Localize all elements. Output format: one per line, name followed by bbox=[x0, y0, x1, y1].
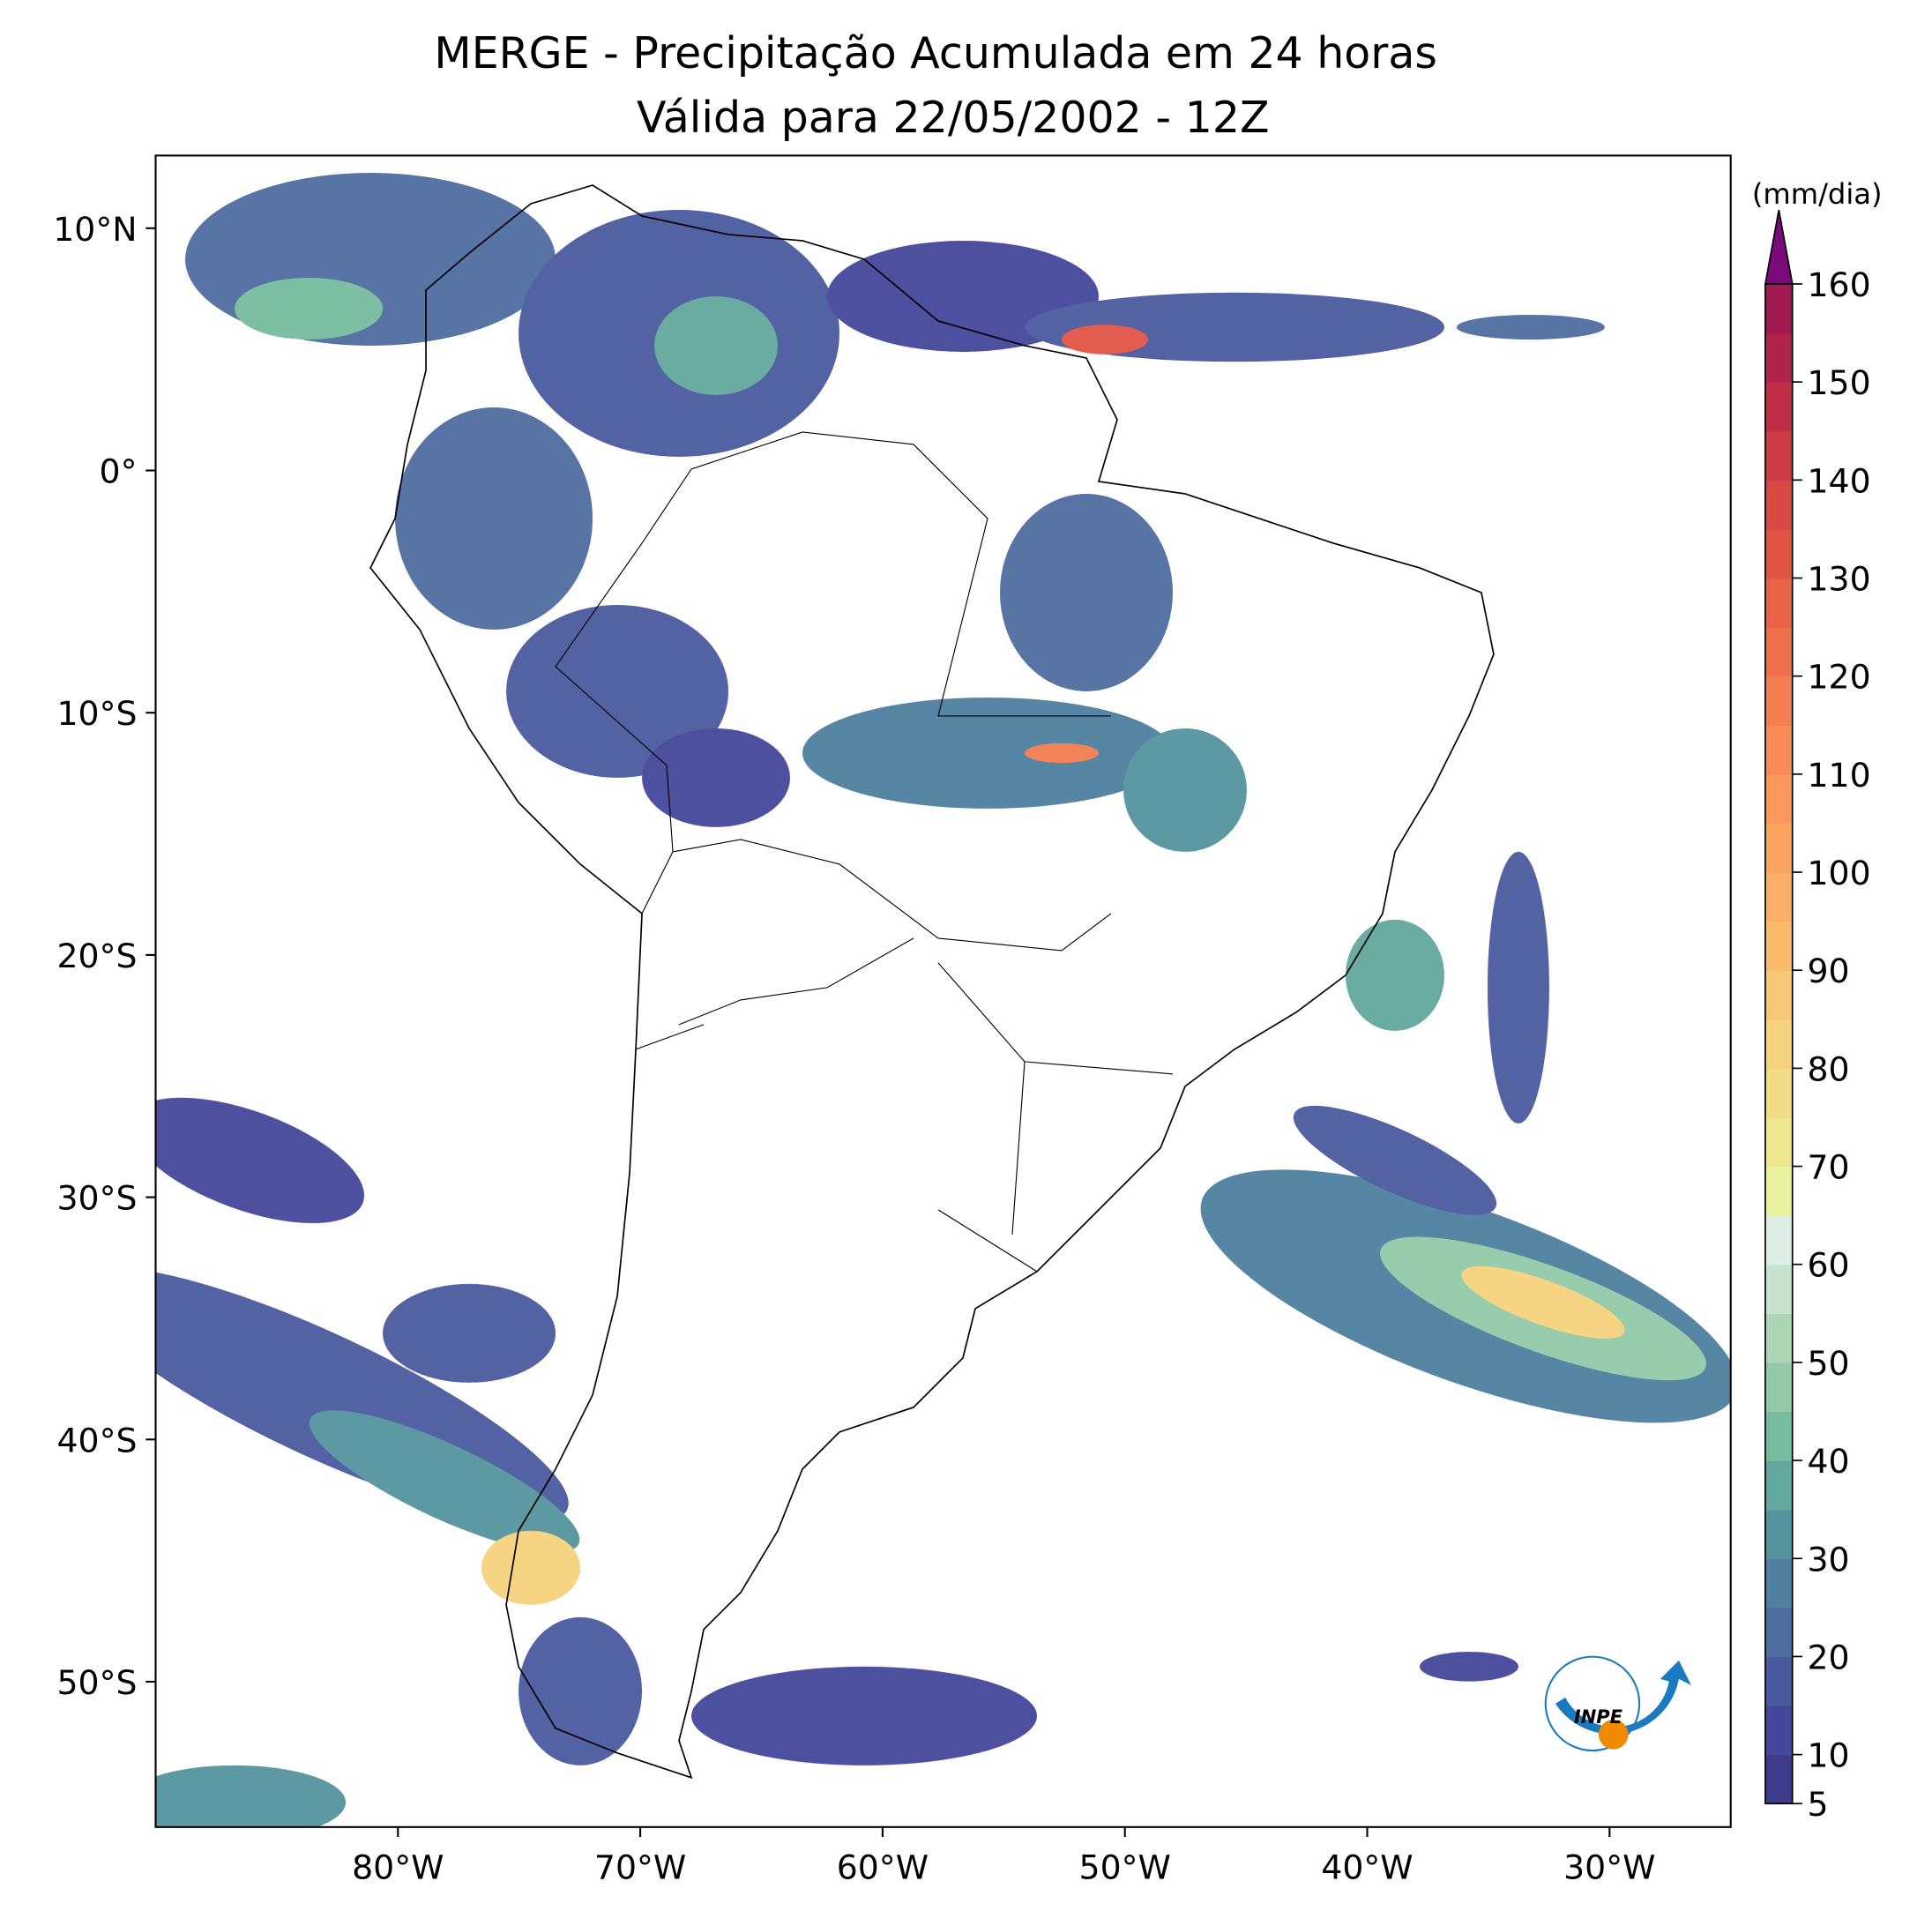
colorbar-band bbox=[1764, 970, 1793, 1020]
colorbar-tick-label: 80 bbox=[1808, 1049, 1850, 1088]
y-tick-label: 40°S bbox=[57, 1421, 138, 1459]
borders bbox=[555, 431, 1174, 1273]
x-tick-label: 40°W bbox=[1321, 1848, 1413, 1887]
colorbar-band bbox=[1764, 1362, 1793, 1413]
precipitation bbox=[155, 172, 1731, 1827]
colorbar-band bbox=[1764, 773, 1793, 825]
colorbar-tick-label: 10 bbox=[1808, 1736, 1850, 1775]
colorbar-band bbox=[1764, 1706, 1793, 1756]
colorbar-band bbox=[1764, 1411, 1793, 1461]
colorbar-band bbox=[1764, 1754, 1793, 1804]
colorbar-band bbox=[1764, 1607, 1793, 1658]
colorbar-band bbox=[1764, 528, 1793, 579]
colorbar-band bbox=[1764, 332, 1793, 383]
colorbar-band bbox=[1764, 1019, 1793, 1070]
colorbar-band bbox=[1764, 676, 1793, 726]
colorbar-band bbox=[1764, 823, 1793, 873]
colorbar-extend bbox=[1764, 209, 1794, 285]
map-area bbox=[155, 172, 1731, 1827]
x-tick-label: 70°W bbox=[594, 1848, 686, 1887]
colorbar-frame bbox=[1764, 283, 1794, 1805]
subtitle: Válida para 22/05/2002 - 12Z bbox=[637, 93, 1270, 143]
colorbar-tick-label: 40 bbox=[1808, 1442, 1850, 1481]
colorbar-band bbox=[1764, 283, 1793, 334]
colorbar-tick-label: 50 bbox=[1808, 1344, 1850, 1383]
colorbar-band bbox=[1764, 921, 1793, 971]
y-tick-label: 10°S bbox=[57, 694, 138, 733]
colorbar-band bbox=[1764, 1166, 1793, 1216]
map-frame bbox=[154, 154, 1732, 1828]
colorbar-tick-label: 20 bbox=[1808, 1638, 1850, 1676]
x-tick-label: 80°W bbox=[352, 1848, 444, 1887]
y-tick-label: 50°S bbox=[57, 1663, 138, 1702]
colorbar-band bbox=[1764, 1215, 1793, 1265]
colorbar-tick-label: 130 bbox=[1808, 559, 1871, 598]
colorbar-tick-label: 60 bbox=[1808, 1246, 1850, 1285]
colorbar-band bbox=[1764, 480, 1793, 530]
colorbar-band bbox=[1764, 1509, 1793, 1559]
logo: INPE bbox=[1544, 1655, 1691, 1752]
colorbar-tick-label: 100 bbox=[1808, 854, 1871, 892]
colorbar-tick-label: 160 bbox=[1808, 265, 1871, 304]
colorbar-band bbox=[1764, 1558, 1793, 1609]
y-tick-label: 10°N bbox=[53, 210, 137, 249]
colorbar-band bbox=[1764, 1460, 1793, 1511]
colorbar-tick-label: 70 bbox=[1808, 1148, 1850, 1187]
logo-text: INPE bbox=[1574, 1706, 1623, 1728]
colorbar-tick-label: 110 bbox=[1808, 756, 1871, 795]
x-tick-label: 60°W bbox=[837, 1848, 929, 1887]
colorbar-band bbox=[1764, 1068, 1793, 1118]
x-tick-label: 50°W bbox=[1079, 1848, 1171, 1887]
colorbar-label: (mm/dia) bbox=[1752, 177, 1883, 211]
y-tick-label: 0° bbox=[100, 452, 138, 490]
colorbar-tick-label: 120 bbox=[1808, 658, 1871, 697]
x-tick-label: 30°W bbox=[1563, 1848, 1655, 1887]
y-tick-label: 20°S bbox=[57, 937, 138, 975]
y-tick-label: 30°S bbox=[57, 1179, 138, 1218]
colorbar-band bbox=[1764, 382, 1793, 432]
colorbar-tick-label: 90 bbox=[1808, 952, 1850, 990]
colorbar-band bbox=[1764, 578, 1793, 628]
colorbar-tick-label: 140 bbox=[1808, 461, 1871, 500]
colorbar-band bbox=[1764, 725, 1793, 775]
colorbar-band bbox=[1764, 430, 1793, 481]
colorbar-tick-label: 30 bbox=[1808, 1540, 1850, 1579]
colorbar-band bbox=[1764, 1264, 1793, 1315]
coastline bbox=[369, 184, 1495, 1780]
colorbar-band bbox=[1764, 1116, 1793, 1168]
colorbar-band bbox=[1764, 872, 1793, 922]
colorbar-band bbox=[1764, 1313, 1793, 1363]
colorbar-band bbox=[1764, 1656, 1793, 1706]
colorbar-band bbox=[1764, 627, 1793, 677]
title: MERGE - Precipitação Acumulada em 24 hor… bbox=[434, 28, 1437, 78]
colorbar-tick-label: 150 bbox=[1808, 363, 1871, 402]
colorbar-tick-label: 5 bbox=[1808, 1785, 1829, 1824]
